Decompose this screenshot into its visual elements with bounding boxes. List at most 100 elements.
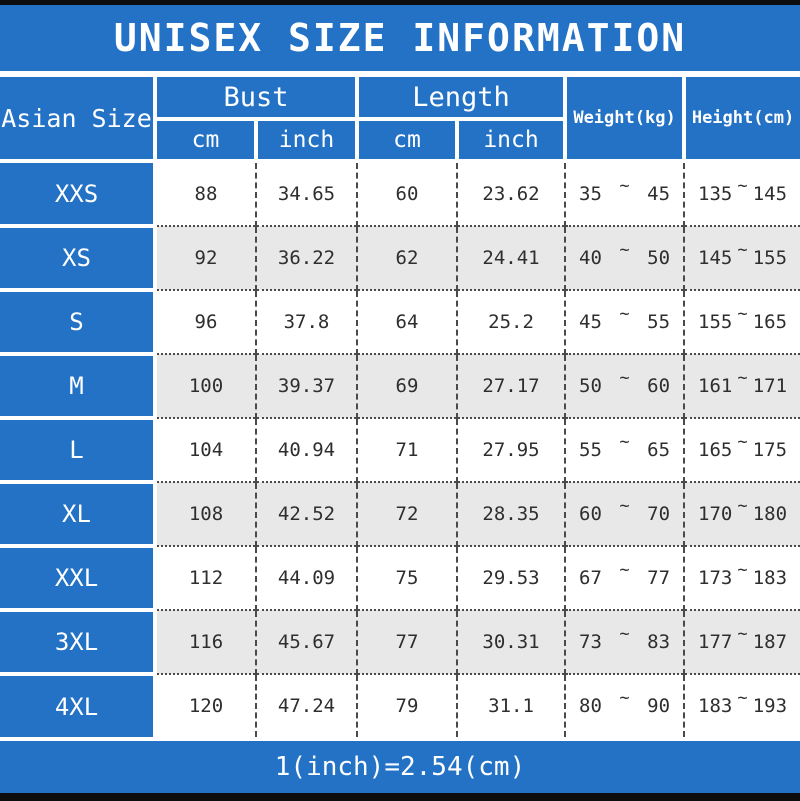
length-cm-value: 77	[356, 609, 457, 674]
length-inch-value: 31.1	[455, 673, 566, 737]
bust-inch-value: 39.37	[255, 353, 357, 418]
footer-band: 1(inch)=2.54(cm)	[0, 741, 800, 793]
header-row-groups: Asian Size Bust Length Weight(kg) Height…	[0, 77, 800, 163]
weight-max: 50	[647, 247, 671, 269]
weight-range: 45 ~55	[564, 289, 685, 354]
tilde-symbol: ~	[619, 304, 630, 324]
weight-min: 55	[579, 439, 602, 461]
weight-max: 55	[647, 311, 671, 333]
height-range: 161 ~171	[683, 353, 800, 418]
height-range: 155 ~165	[683, 289, 800, 354]
height-min: 161	[698, 375, 733, 397]
tilde-symbol: ~	[737, 624, 748, 644]
weight-range: 60 ~70	[564, 481, 685, 546]
table-row: L 104 40.94 71 27.95 55 ~65 165 ~175	[0, 416, 800, 482]
height-max: 145	[752, 183, 788, 205]
table-row: 3XL 116 45.67 77 30.31 73 ~83 177 ~187	[0, 608, 800, 674]
bust-cm-value: 116	[154, 609, 256, 674]
bust-inch-value: 36.22	[255, 225, 357, 290]
tilde-symbol: ~	[619, 688, 630, 708]
height-max: 187	[752, 631, 788, 653]
weight-max: 65	[647, 439, 671, 461]
weight-min: 45	[579, 311, 602, 333]
bust-inch-value: 40.94	[255, 417, 357, 482]
bust-inch-value: 42.52	[255, 481, 357, 546]
bust-inch-value: 37.8	[255, 289, 357, 354]
bust-inch-value: 44.09	[255, 545, 357, 610]
title-band: UNISEX SIZE INFORMATION	[0, 5, 800, 71]
length-inch-value: 27.95	[455, 417, 566, 482]
table-row: XXS 88 34.65 60 23.62 35 ~45 135 ~145	[0, 159, 800, 226]
header-row-units: cm inch cm inch	[0, 117, 800, 163]
height-min: 155	[698, 311, 733, 333]
height-range: 183 ~193	[683, 673, 800, 737]
weight-max: 77	[647, 567, 671, 589]
bust-cm-value: 92	[154, 225, 256, 290]
table-row: XXL 112 44.09 75 29.53 67 ~77 173 ~183	[0, 544, 800, 610]
tilde-symbol: ~	[619, 496, 630, 516]
tilde-symbol: ~	[619, 240, 630, 260]
tilde-symbol: ~	[737, 560, 748, 580]
tilde-symbol: ~	[619, 176, 630, 196]
height-min: 170	[698, 503, 733, 525]
weight-range: 55 ~65	[564, 417, 685, 482]
height-min: 177	[698, 631, 733, 653]
height-max: 175	[752, 439, 788, 461]
size-label: 4XL	[0, 672, 157, 737]
bust-cm-value: 96	[154, 289, 256, 354]
tilde-symbol: ~	[737, 240, 748, 260]
size-label: XXS	[0, 159, 157, 226]
weight-range: 80 ~90	[564, 673, 685, 737]
length-cm-value: 72	[356, 481, 457, 546]
size-label: XL	[0, 480, 157, 546]
size-label: XS	[0, 224, 157, 290]
height-max: 171	[752, 375, 788, 397]
weight-range: 35 ~45	[564, 161, 685, 226]
height-max: 183	[752, 567, 788, 589]
height-min: 135	[698, 183, 733, 205]
weight-range: 67 ~77	[564, 545, 685, 610]
height-max: 193	[752, 695, 788, 717]
header-length: Length	[354, 77, 568, 121]
weight-min: 67	[579, 567, 602, 589]
length-inch-value: 28.35	[455, 481, 566, 546]
size-label: L	[0, 416, 157, 482]
tilde-symbol: ~	[619, 432, 630, 452]
length-cm-value: 62	[356, 225, 457, 290]
tilde-symbol: ~	[619, 560, 630, 580]
length-inch-value: 27.17	[455, 353, 566, 418]
tilde-symbol: ~	[737, 688, 748, 708]
length-cm-value: 60	[356, 161, 457, 226]
tilde-symbol: ~	[737, 368, 748, 388]
bust-inch-value: 47.24	[255, 673, 357, 737]
header-bust: Bust	[153, 77, 359, 121]
bust-cm-value: 108	[154, 481, 256, 546]
size-label: S	[0, 288, 157, 354]
weight-min: 60	[579, 503, 602, 525]
weight-min: 80	[579, 695, 602, 717]
size-label: XXL	[0, 544, 157, 610]
page-title: UNISEX SIZE INFORMATION	[113, 16, 687, 60]
height-range: 165 ~175	[683, 417, 800, 482]
height-range: 173 ~183	[683, 545, 800, 610]
table-row: XS 92 36.22 62 24.41 40 ~50 145 ~155	[0, 224, 800, 290]
length-inch-value: 23.62	[455, 161, 566, 226]
height-range: 170 ~180	[683, 481, 800, 546]
table-row: 4XL 120 47.24 79 31.1 80 ~90 183 ~193	[0, 672, 800, 737]
height-min: 145	[698, 247, 733, 269]
height-max: 155	[752, 247, 788, 269]
tilde-symbol: ~	[619, 368, 630, 388]
tilde-symbol: ~	[737, 432, 748, 452]
weight-min: 40	[579, 247, 602, 269]
tilde-symbol: ~	[737, 176, 748, 196]
height-min: 165	[698, 439, 733, 461]
weight-range: 73 ~83	[564, 609, 685, 674]
height-range: 177 ~187	[683, 609, 800, 674]
weight-max: 70	[647, 503, 671, 525]
length-inch-value: 25.2	[455, 289, 566, 354]
header-asian-size: Asian Size	[0, 77, 157, 163]
tilde-symbol: ~	[619, 624, 630, 644]
table-row: XL 108 42.52 72 28.35 60 ~70 170 ~180	[0, 480, 800, 546]
weight-range: 50 ~60	[564, 353, 685, 418]
footer-separator	[0, 737, 800, 741]
